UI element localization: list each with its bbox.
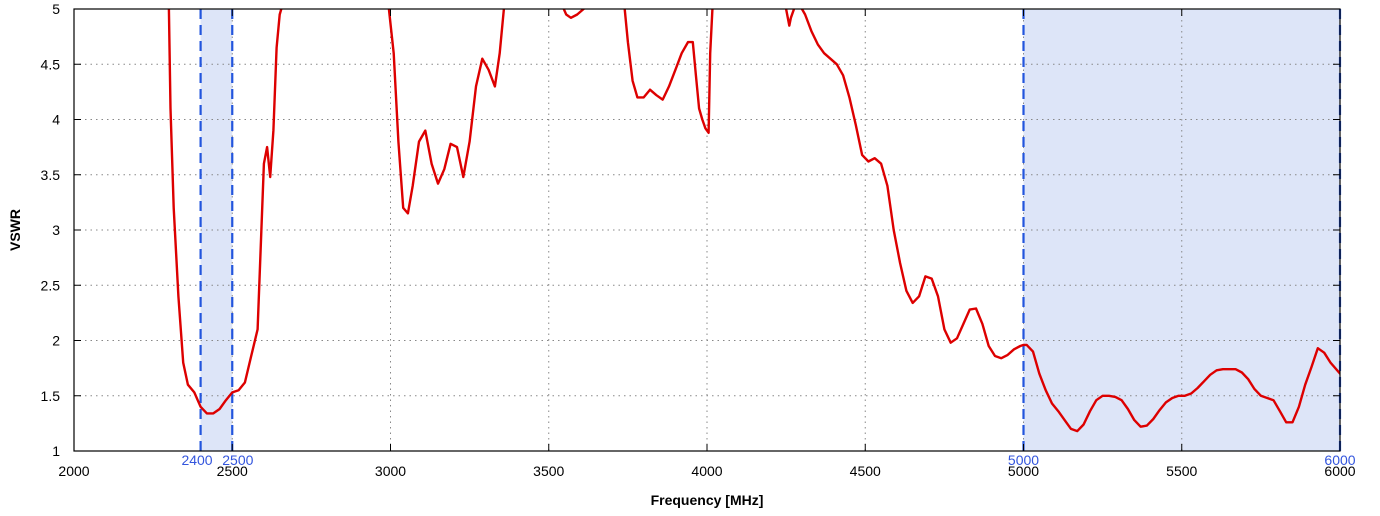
x-tick-label: 5500 bbox=[1166, 463, 1197, 479]
x-tick-label: 4000 bbox=[691, 463, 722, 479]
y-tick-labels: 1 1.5 2 2.5 3 3.5 4 4.5 5 bbox=[41, 1, 61, 459]
band-region-0 bbox=[200, 9, 233, 451]
vswr-series-line bbox=[167, 9, 283, 415]
x-tick-labels: 2000 2500 3000 3500 4000 4500 5000 5500 6000 bbox=[58, 463, 1355, 479]
x-tick-label: 3500 bbox=[533, 463, 564, 479]
vswr-series-line bbox=[562, 9, 586, 19]
y-tick-label: 4.5 bbox=[41, 56, 61, 72]
x-tick-label: 5000 bbox=[1008, 463, 1039, 479]
y-tick-label: 1.5 bbox=[41, 388, 61, 404]
y-tick-label: 2 bbox=[52, 333, 60, 349]
band-labels: 2400 2500 5000 6000 bbox=[181, 452, 1355, 468]
band-label: 2500 bbox=[222, 452, 253, 468]
y-axis-title: VSWR bbox=[7, 209, 23, 251]
x-tick-label: 3000 bbox=[375, 463, 406, 479]
vswr-series-line bbox=[800, 9, 1340, 433]
x-tick-label: 2000 bbox=[58, 463, 89, 479]
y-tick-label: 3.5 bbox=[41, 167, 61, 183]
band-label: 2400 bbox=[181, 452, 212, 468]
grid-lines bbox=[74, 9, 1340, 451]
plot-series bbox=[167, 9, 1340, 433]
x-tick-label: 2500 bbox=[217, 463, 248, 479]
vswr-series-line bbox=[784, 9, 796, 27]
band-label: 6000 bbox=[1324, 452, 1355, 468]
y-tick-label: 2.5 bbox=[41, 277, 61, 293]
y-tick-label: 5 bbox=[52, 1, 60, 17]
axis-ticks bbox=[73, 8, 1341, 452]
x-axis-title: Frequency [MHz] bbox=[651, 492, 764, 508]
y-tick-label: 4 bbox=[52, 112, 60, 128]
vswr-series-line bbox=[387, 9, 506, 215]
y-tick-label: 1 bbox=[52, 443, 60, 459]
x-tick-label: 6000 bbox=[1324, 463, 1355, 479]
y-tick-label: 3 bbox=[52, 222, 60, 238]
vswr-series-line bbox=[623, 9, 714, 135]
band-label: 5000 bbox=[1008, 452, 1039, 468]
x-tick-label: 4500 bbox=[850, 463, 881, 479]
